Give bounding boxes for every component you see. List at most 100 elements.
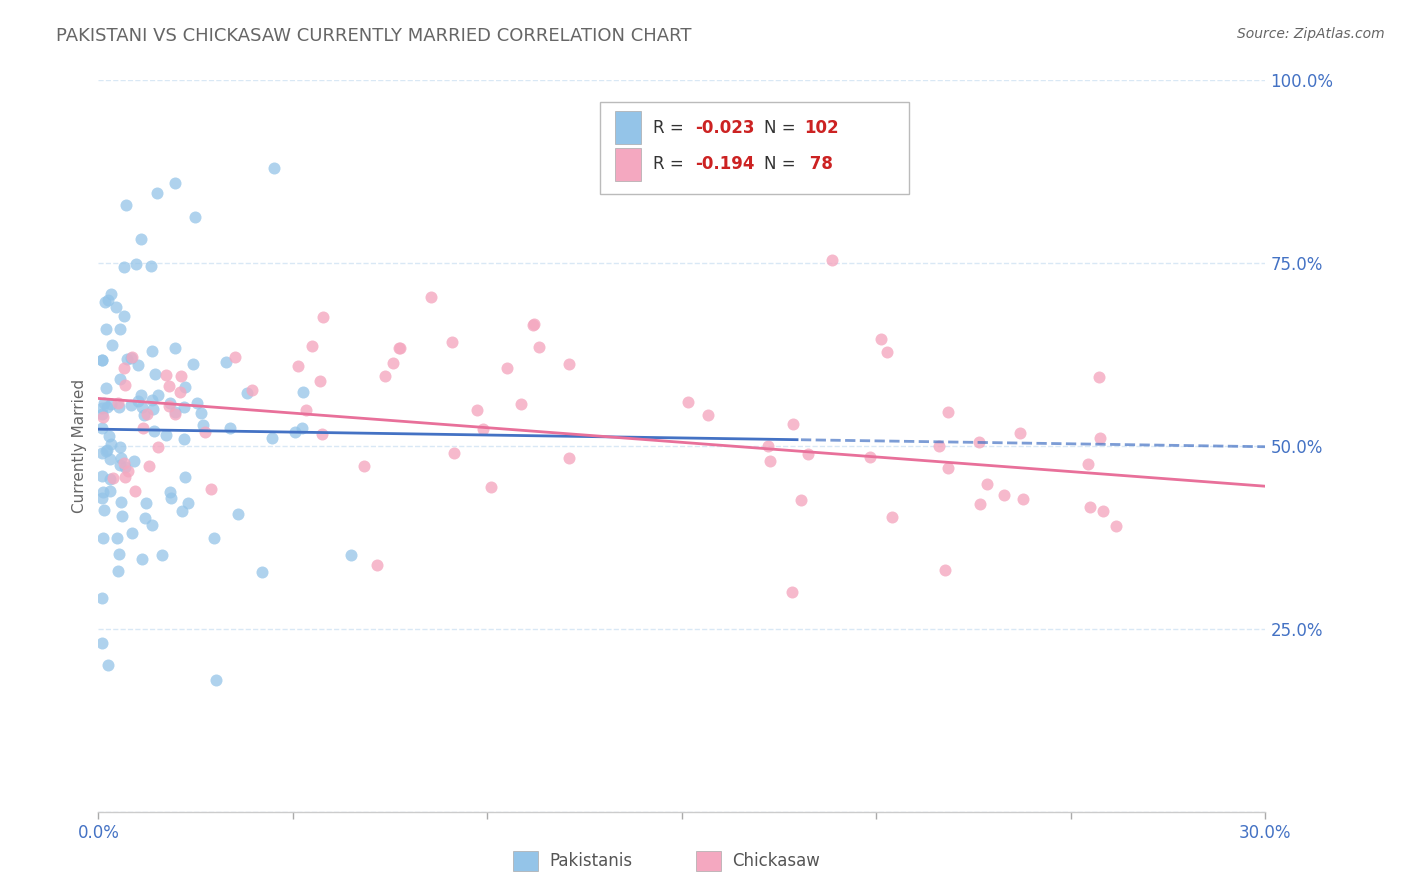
Point [471,421,494,435]
Point [145,367,167,381]
Point [142,424,165,438]
Point [107,547,129,561]
Point [100,286,122,301]
Point [127,393,149,408]
Point [105,531,128,545]
Point [120,351,142,365]
Point [93,396,115,410]
Point [94,322,117,336]
Point [260,431,283,445]
Point [96,443,118,458]
Point [236,386,259,401]
Point [100,397,122,411]
Point [91,485,114,500]
Point [181,357,204,371]
Point [108,458,131,472]
Point [114,460,136,475]
Point [869,332,891,346]
Point [1091,503,1114,517]
Point [173,433,195,447]
Point [374,369,396,384]
Point [880,509,903,524]
Point [91,531,114,545]
Point [756,439,779,453]
Point [146,388,169,402]
Point [381,356,404,370]
Point [138,458,160,473]
Point [859,450,882,465]
Point [120,398,142,412]
Point [93,503,115,517]
Point [110,495,132,509]
Point [139,259,162,273]
Point [163,407,186,421]
Point [790,492,813,507]
Point [936,405,959,419]
Point [108,321,131,335]
Point [160,491,183,506]
Point [224,351,246,365]
Point [204,531,226,545]
Point [934,563,956,577]
Point [218,421,240,435]
Point [112,456,135,470]
Point [117,464,139,478]
Point [91,636,114,650]
Point [98,484,121,499]
Point [1088,431,1111,445]
Point [94,444,117,458]
Text: R =: R = [652,119,689,136]
Point [523,317,546,331]
Point [250,565,273,579]
Point [115,352,138,367]
Point [495,361,517,376]
Point [91,353,114,368]
Point [191,417,214,432]
Point [98,429,121,443]
Text: Pakistanis: Pakistanis [550,852,633,870]
Point [146,440,169,454]
Point [91,401,114,415]
Point [1078,500,1101,514]
Point [186,395,208,409]
Point [107,564,129,578]
Point [295,403,318,417]
Text: N =: N = [763,155,800,173]
Point [112,361,135,376]
Point [107,401,129,415]
Point [697,408,720,422]
Point [114,378,136,392]
Point [174,470,197,484]
Point [184,210,207,224]
Point [94,381,117,395]
Point [121,526,143,541]
Point [366,558,388,572]
Text: -0.023: -0.023 [695,119,754,136]
Point [340,548,363,562]
Point [96,400,118,414]
Point [159,484,181,499]
Point [93,409,115,424]
Text: -0.194: -0.194 [695,155,754,173]
Point [780,585,803,599]
Point [194,425,217,439]
Point [157,399,180,413]
Text: Chickasaw: Chickasaw [733,852,821,870]
Text: R =: R = [652,155,689,173]
Y-axis label: Currently Married: Currently Married [72,379,87,513]
Point [284,425,307,439]
Point [1008,426,1031,441]
Point [121,350,143,364]
Point [177,496,200,510]
Point [101,338,124,352]
Text: 78: 78 [804,155,834,173]
FancyBboxPatch shape [616,148,641,181]
Point [108,440,131,454]
Point [876,345,898,359]
Point [131,400,153,414]
Point [101,471,124,485]
Point [104,300,127,314]
Point [98,451,121,466]
Point [388,341,411,355]
Point [91,353,114,368]
